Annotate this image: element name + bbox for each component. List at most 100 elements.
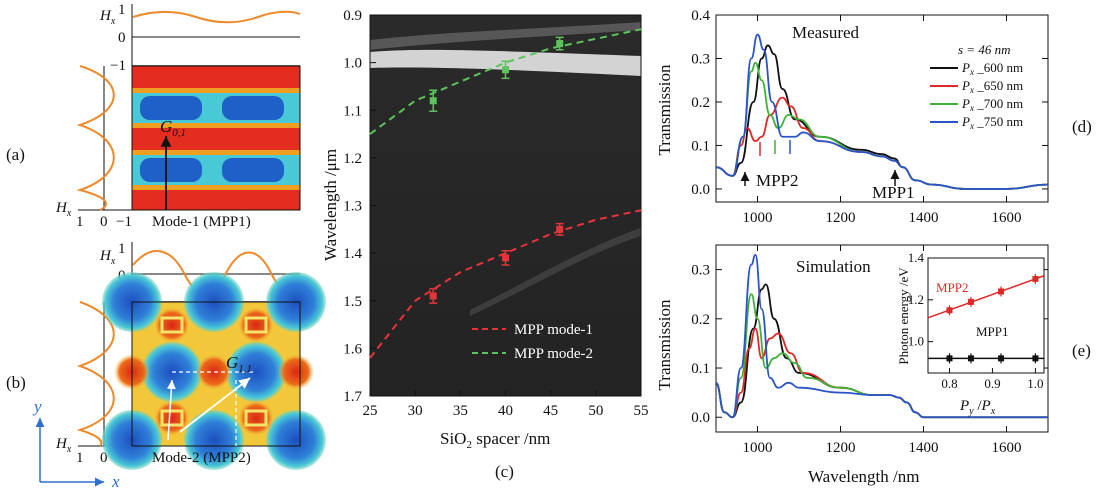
inset-ytick-label: 1.4 <box>908 250 925 265</box>
e-xtick-label: 1600 <box>992 440 1022 456</box>
c-x-ticks: 25 30 35 40 45 50 55 <box>363 390 649 419</box>
mode2-label: Mode-2 (MPP2) <box>152 450 251 466</box>
hx-label-top-b: Hx <box>99 248 116 267</box>
c-legend-mode1: MPP mode-1 <box>514 322 593 338</box>
mode1-label: Mode-1 (MPP1) <box>152 214 251 230</box>
tick-neg1-top: −1 <box>110 58 126 74</box>
c-ytick-label: 1.3 <box>343 199 362 215</box>
c-ytick-label: 1.6 <box>343 341 362 357</box>
panel-label-b: (b) <box>6 373 26 392</box>
inset-mpp2-label: MPP2 <box>936 280 969 295</box>
e-ytick-label: 0.0 <box>691 410 710 426</box>
inset-data-point <box>967 298 974 305</box>
c-xtick-label: 50 <box>588 403 603 419</box>
d-ylabel: Transmission <box>655 64 674 156</box>
inset-data-point <box>946 307 953 314</box>
inset-ytick-label: 1.2 <box>908 292 924 307</box>
e-x-ticks: 1000 1200 1400 1600 <box>743 245 1022 456</box>
c-data-point <box>429 97 437 105</box>
d-legend-item-750: Px _750 nm <box>930 114 1023 131</box>
field-map-mode1 <box>131 65 301 211</box>
inset-data-point <box>946 355 953 362</box>
g11-arrow <box>179 377 251 433</box>
panel-d-measured: 1000 1200 1400 1600 0.0 0.1 0.2 0.3 0.4 Measure… <box>655 8 1092 226</box>
field-map-mode2 <box>102 272 326 470</box>
c-ytick-label: 0.9 <box>343 8 362 24</box>
svg-text:Px _650 nm: Px _650 nm <box>961 78 1023 95</box>
d-legend-title: s = 46 nm <box>958 42 1010 57</box>
c-xtick-label: 45 <box>543 403 558 419</box>
c-ytick-label: 1.5 <box>343 294 362 310</box>
d-xtick-label: 1400 <box>909 210 939 226</box>
c-data-point <box>502 66 509 74</box>
inset-xlabel: Py /Px <box>959 398 996 417</box>
e-series-line-4 <box>715 253 1048 419</box>
e-xtick-label: 1200 <box>826 440 856 456</box>
d-xtick-label: 1200 <box>826 210 856 226</box>
d-legend: s = 46 nm Px _600 nm Px _650 nm Px _700 … <box>930 42 1023 131</box>
hx-label-left: Hx <box>55 200 72 219</box>
inset-data-point <box>967 355 974 362</box>
c-y-ticks: 0.9 1.0 1.1 1.2 1.3 1.4 1.5 1.6 1.7 <box>343 8 376 405</box>
panel-c-heatmap: 25 30 35 40 45 50 55 0.9 1.0 1.1 1.2 1.3 1.4 1.5 1.6 1… <box>321 8 649 481</box>
heatmap-band-upper-glow <box>370 22 641 50</box>
d-xtick-label: 1600 <box>992 210 1022 226</box>
d-frame <box>715 14 1049 203</box>
c-xlabel: SiO2 spacer /nm <box>440 429 550 451</box>
c-legend-mode2: MPP mode-2 <box>514 346 593 362</box>
tick-neg1-left: −1 <box>116 214 132 230</box>
xy-axes-glyph: y x <box>32 397 120 491</box>
panel-b-mode2: Hx 1 0 −1 Hx 1 0 −1 <box>55 241 326 470</box>
e-ylabel: Transmission <box>655 299 674 391</box>
e-xtick-label: 1400 <box>909 440 939 456</box>
c-data-point <box>556 40 564 48</box>
d-x-ticks: 1000 1200 1400 1600 <box>743 15 1022 226</box>
d-series-line-4 <box>715 33 1049 190</box>
e-ytick-label: 0.1 <box>691 361 710 377</box>
panel-label-d: (d) <box>1072 117 1092 136</box>
c-data-point <box>502 254 509 262</box>
inset-data-point <box>998 288 1005 295</box>
hx-label-left-b: Hx <box>55 436 72 455</box>
c-fit-line-1 <box>369 209 642 359</box>
inset-ytick-label: 1.0 <box>908 334 924 349</box>
tick-0-left-b: 0 <box>100 450 108 466</box>
c-legend: MPP mode-1 MPP mode-2 <box>472 322 593 362</box>
c-xtick-label: 30 <box>408 403 423 419</box>
e-ytick-label: 0.3 <box>691 263 710 279</box>
heatmap-band-lower <box>470 228 641 316</box>
c-xtick-label: 35 <box>453 403 468 419</box>
tick-0-left: 0 <box>100 214 108 230</box>
c-ytick-label: 1.4 <box>343 246 362 262</box>
tick-1-left-b: 1 <box>76 450 84 466</box>
inset-mpp1-label: MPP1 <box>976 324 1009 339</box>
inset-ylabel: Photon energy /eV <box>896 267 911 365</box>
e-ytick-label: 0.2 <box>691 312 710 328</box>
tick-1-top-b: 1 <box>118 241 126 257</box>
axis-x-label: x <box>111 472 120 491</box>
axis-y-label: y <box>32 397 42 416</box>
g01-label: G0,1 <box>160 117 186 139</box>
inset-xtick-label: 1.0 <box>1027 376 1043 391</box>
d-ytick-label: 0.3 <box>691 51 710 67</box>
d-ytick-label: 0.0 <box>691 182 710 198</box>
c-data-point <box>556 225 564 233</box>
c-data-point <box>429 292 437 300</box>
inset-xtick-label: 0.9 <box>984 376 1000 391</box>
panel-label-c: (c) <box>495 462 514 481</box>
mode2-pointer-1 <box>166 379 176 441</box>
annot-mpp2: MPP2 <box>756 171 799 190</box>
panel-a-mode1: Hx 1 0 −1 Hx 1 0 −1 G0,1 Mode-1 (MPP1) <box>55 2 301 230</box>
d-legend-item-700: Px _700 nm <box>930 96 1023 113</box>
svg-text:Px _700 nm: Px _700 nm <box>961 96 1023 113</box>
e-inset: 0.8 0.9 1.0 1.0 1.2 1.4 MPP2 MPP1 Photon ener… <box>896 250 1045 417</box>
panel-e-simulation: 1000 1200 1400 1600 0.0 0.1 0.2 0.3 Simulation… <box>655 244 1091 486</box>
c-xtick-label: 40 <box>498 403 513 419</box>
d-series <box>715 33 1049 190</box>
inset-ticks: 0.8 0.9 1.0 1.0 1.2 1.4 <box>908 250 1044 391</box>
d-legend-item-650: Px _650 nm <box>930 78 1023 95</box>
c-ytick-label: 1.2 <box>343 151 362 167</box>
e-xlabel: Wavelength /nm <box>808 467 919 486</box>
c-xtick-label: 55 <box>634 403 649 419</box>
